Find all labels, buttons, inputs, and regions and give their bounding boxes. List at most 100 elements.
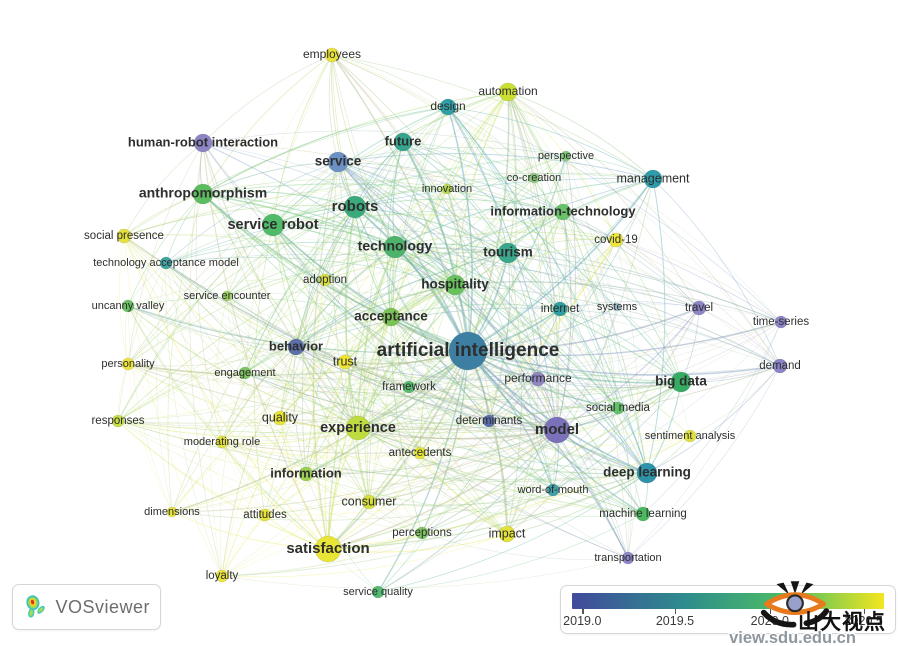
edge xyxy=(627,365,781,559)
node-word-of-mouth[interactable] xyxy=(546,483,560,497)
node-satisfaction[interactable] xyxy=(314,535,342,563)
edge xyxy=(337,161,421,454)
node-framework[interactable] xyxy=(402,380,416,394)
node-human-robot-interaction[interactable] xyxy=(193,133,213,153)
edge xyxy=(327,427,359,550)
node-social-presence[interactable] xyxy=(116,228,132,244)
edge xyxy=(421,435,691,534)
node-performance[interactable] xyxy=(530,371,546,387)
node-robots[interactable] xyxy=(343,195,367,219)
node-service-quality[interactable] xyxy=(371,585,385,599)
node-service-robot[interactable] xyxy=(261,213,285,237)
node-quality[interactable] xyxy=(272,410,288,426)
node-information-technology[interactable] xyxy=(554,203,572,221)
node-technology-acceptance-model[interactable] xyxy=(159,256,173,270)
edge xyxy=(357,246,396,429)
edge xyxy=(446,188,470,352)
node-design[interactable] xyxy=(439,98,457,116)
overlay-color-legend: 2019.0 2019.5 2020.0 2020.5 xyxy=(560,585,896,634)
node-social-media[interactable] xyxy=(611,401,625,415)
edge xyxy=(324,238,617,281)
node-model[interactable] xyxy=(543,416,571,444)
node-artificial-intelligence[interactable] xyxy=(448,331,488,371)
edge xyxy=(221,306,618,443)
edge xyxy=(402,141,456,286)
edge xyxy=(390,303,561,318)
edge xyxy=(646,381,682,474)
edge xyxy=(279,417,329,550)
node-covid-19[interactable] xyxy=(608,232,624,248)
node-travel[interactable] xyxy=(691,300,707,316)
edge xyxy=(368,308,561,503)
edge xyxy=(467,350,644,515)
node-label: covid-19 xyxy=(594,234,637,246)
edge xyxy=(119,235,129,365)
node-dimensions[interactable] xyxy=(166,506,178,518)
edge xyxy=(507,91,535,179)
node-label: word-of-mouth xyxy=(517,484,589,496)
node-adoption[interactable] xyxy=(318,273,332,287)
node-uncanny-valley[interactable] xyxy=(121,299,135,313)
node-label: experience xyxy=(320,420,396,436)
node-tourism[interactable] xyxy=(497,242,519,264)
node-antecedents[interactable] xyxy=(413,446,427,460)
node-loyalty[interactable] xyxy=(215,569,229,583)
edge xyxy=(171,361,346,513)
node-behavior[interactable] xyxy=(287,338,305,356)
node-demand[interactable] xyxy=(772,358,788,374)
node-responses[interactable] xyxy=(111,414,125,428)
node-determinants[interactable] xyxy=(482,414,496,428)
edge xyxy=(117,372,246,422)
edge xyxy=(419,239,617,454)
edge xyxy=(559,308,682,383)
node-co-creation[interactable] xyxy=(528,172,540,184)
node-technology[interactable] xyxy=(383,235,407,259)
edge xyxy=(279,417,691,449)
node-time-series[interactable] xyxy=(774,315,788,329)
node-employees[interactable] xyxy=(324,47,340,63)
node-innovation[interactable] xyxy=(441,183,453,195)
node-personality[interactable] xyxy=(121,357,135,371)
node-transportation[interactable] xyxy=(621,551,635,565)
edge xyxy=(337,161,456,286)
edge xyxy=(402,141,564,213)
node-service-encounter[interactable] xyxy=(221,290,233,302)
edge xyxy=(402,141,535,179)
node-experience[interactable] xyxy=(345,415,371,441)
node-label: information xyxy=(270,465,342,480)
edge xyxy=(272,224,782,323)
node-trust[interactable] xyxy=(337,354,353,370)
edge xyxy=(202,54,333,195)
node-systems[interactable] xyxy=(612,302,622,312)
node-deep-learning[interactable] xyxy=(636,462,658,484)
node-moderating-role[interactable] xyxy=(215,435,229,449)
node-consumer[interactable] xyxy=(361,494,377,510)
edge xyxy=(295,246,396,348)
node-big-data[interactable] xyxy=(670,371,692,393)
node-information[interactable] xyxy=(298,466,314,482)
edge xyxy=(337,153,654,180)
node-internet[interactable] xyxy=(552,301,568,317)
edge xyxy=(368,239,617,503)
node-sentiment-analysis[interactable] xyxy=(683,429,697,443)
node-perspective[interactable] xyxy=(560,150,572,162)
edge xyxy=(506,178,654,535)
edge xyxy=(390,246,423,534)
edge xyxy=(377,532,423,593)
node-perceptions[interactable] xyxy=(415,526,429,540)
node-automation[interactable] xyxy=(498,82,518,102)
node-engagement[interactable] xyxy=(238,366,252,380)
edge xyxy=(562,211,618,308)
node-anthropomorphism[interactable] xyxy=(192,183,214,205)
node-acceptance[interactable] xyxy=(381,307,401,327)
edge xyxy=(327,533,508,553)
node-service[interactable] xyxy=(327,151,349,173)
node-hospitality[interactable] xyxy=(444,274,466,296)
node-attitudes[interactable] xyxy=(258,508,272,522)
node-future[interactable] xyxy=(393,132,413,152)
node-management[interactable] xyxy=(643,169,663,189)
node-machine-learning[interactable] xyxy=(635,506,651,522)
edge xyxy=(559,308,781,367)
node-impact[interactable] xyxy=(498,525,516,543)
